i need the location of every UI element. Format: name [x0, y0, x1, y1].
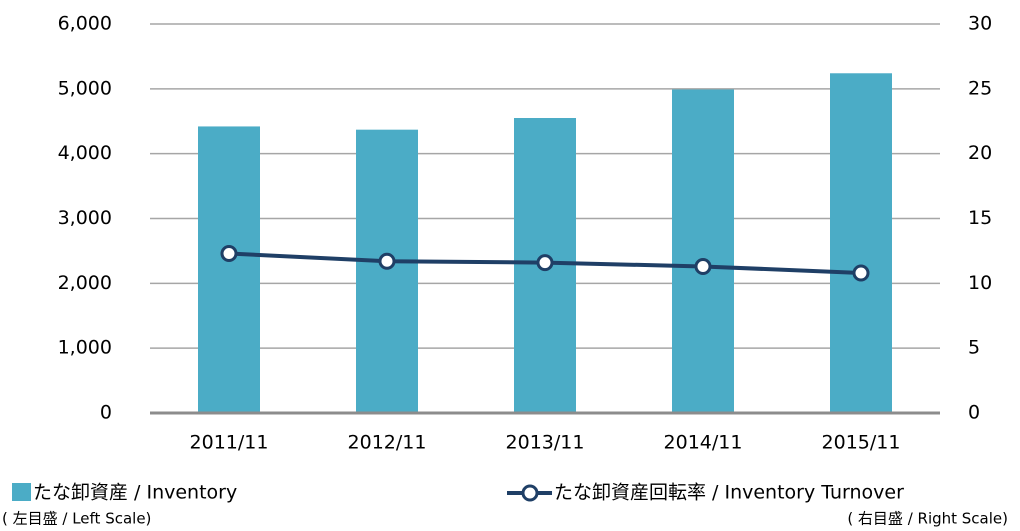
- y-tick-label: 5,000: [58, 77, 112, 99]
- y2-tick-label: 10: [968, 272, 992, 294]
- x-tick-label: 2014/11: [664, 432, 743, 454]
- bar: [198, 126, 260, 413]
- legend-label: たな卸資産回転率 / Inventory Turnover: [554, 482, 904, 504]
- bar: [830, 73, 892, 414]
- y-tick-label: 3,000: [58, 207, 112, 229]
- y2-tick-label: 15: [968, 207, 992, 229]
- line-marker: [378, 252, 396, 270]
- y2-tick-label: 20: [968, 142, 992, 164]
- legend-label: たな卸資産 / Inventory: [33, 482, 237, 504]
- x-tick-label: 2012/11: [348, 432, 427, 454]
- legend-note: ( 左目盛 / Left Scale): [2, 510, 151, 528]
- x-tick-label: 2013/11: [506, 432, 585, 454]
- legend-note: ( 右目盛 / Right Scale): [847, 510, 1008, 528]
- x-tick-label: 2015/11: [822, 432, 901, 454]
- line-marker: [694, 257, 712, 275]
- legend-swatch: [12, 483, 31, 501]
- y-tick-label: 2,000: [58, 272, 112, 294]
- line-marker: [220, 245, 238, 263]
- bar: [672, 89, 734, 414]
- line-marker: [852, 264, 870, 282]
- y-tick-label: 4,000: [58, 142, 112, 164]
- y-tick-label: 0: [100, 402, 112, 424]
- y-tick-label: 1,000: [58, 337, 112, 359]
- y-tick-label: 6,000: [58, 13, 112, 35]
- y2-tick-label: 0: [968, 402, 980, 424]
- x-tick-label: 2011/11: [190, 432, 269, 454]
- bar: [356, 129, 418, 413]
- line-marker: [536, 254, 554, 272]
- legend-marker: [521, 484, 539, 502]
- y2-tick-label: 30: [968, 13, 992, 35]
- y2-tick-label: 5: [968, 337, 980, 359]
- y2-tick-label: 25: [968, 77, 992, 99]
